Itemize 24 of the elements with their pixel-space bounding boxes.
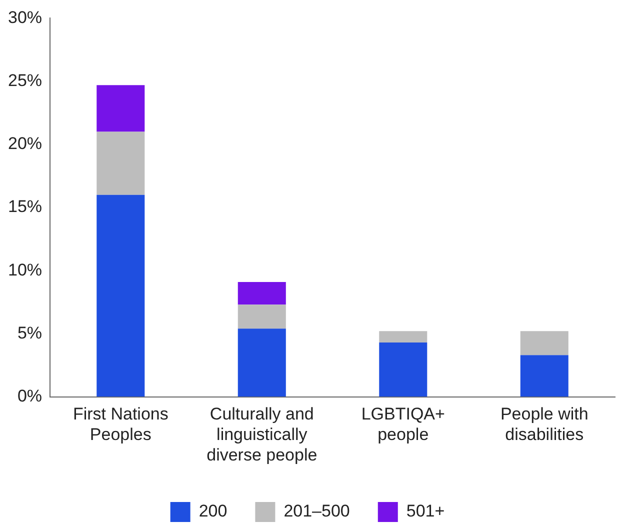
- bar: [96, 194, 145, 397]
- y-tick-label: 5%: [17, 323, 42, 342]
- bar: [238, 304, 286, 329]
- bar: [238, 328, 286, 397]
- bar: [520, 355, 568, 397]
- y-tick-label: 30%: [8, 8, 42, 27]
- x-tick-label: Culturally and linguistically diverse people: [206, 404, 318, 464]
- y-tick-label: 15%: [8, 197, 42, 216]
- bar: [96, 132, 145, 195]
- legend-label: 200: [198, 502, 228, 521]
- bar: [96, 85, 145, 132]
- x-tick-label: LGBTIQA+ people: [361, 404, 446, 444]
- bar: [238, 282, 286, 305]
- bar: [379, 331, 428, 343]
- bar: [379, 342, 428, 397]
- x-tick-label: First Nations Peoples: [72, 404, 168, 444]
- y-tick-label: 20%: [8, 134, 42, 154]
- y-tick-label: 0%: [17, 386, 42, 406]
- y-tick-label: 25%: [8, 70, 42, 90]
- legend-label: 201–500: [284, 502, 350, 521]
- bar: [520, 331, 568, 356]
- y-tick-label: 10%: [8, 260, 42, 280]
- legend-label: 501+: [406, 502, 445, 521]
- x-tick-label: People with disabilities: [500, 404, 588, 444]
